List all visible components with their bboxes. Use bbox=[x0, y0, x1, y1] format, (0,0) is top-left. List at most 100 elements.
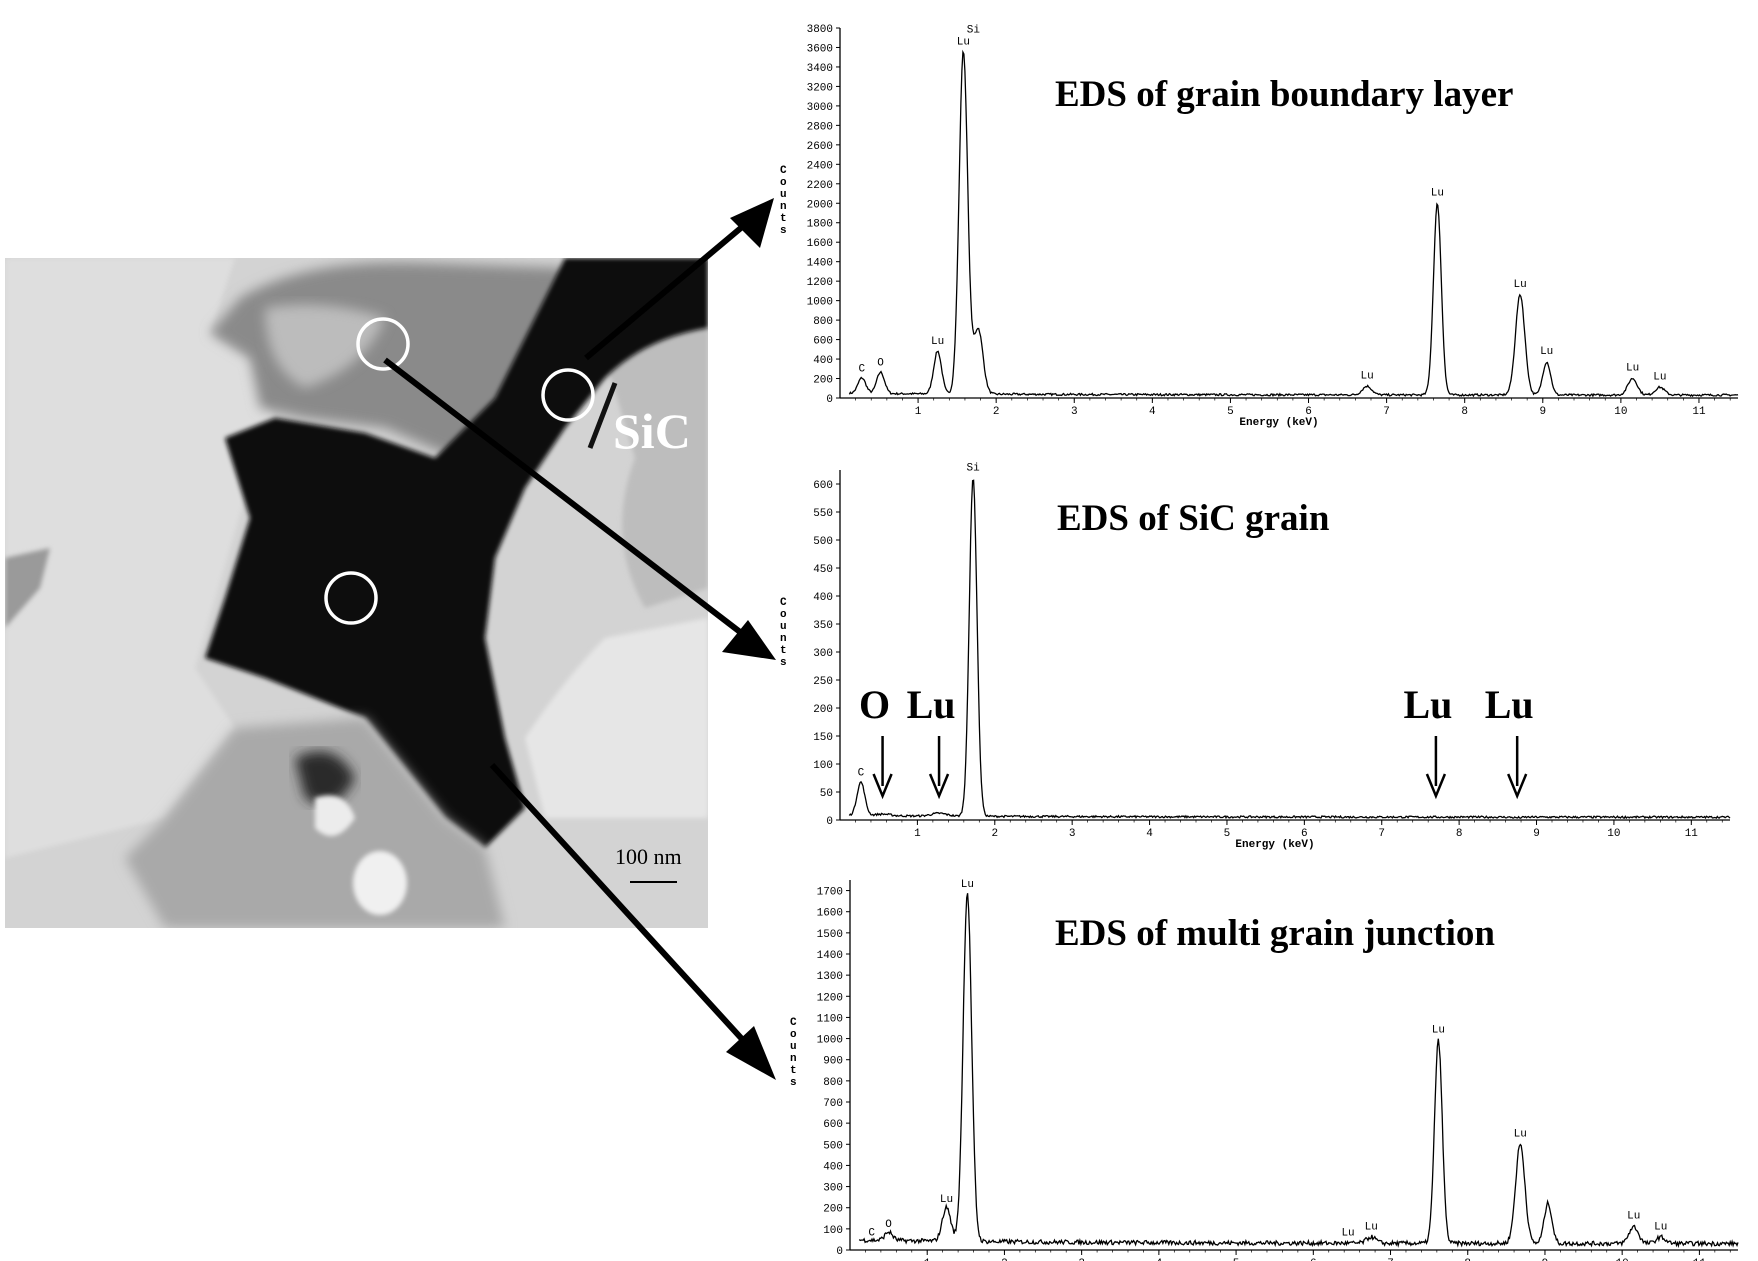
y-tick-label: 1600 bbox=[807, 238, 833, 250]
dark-grain-boundary bbox=[205, 258, 708, 848]
lower-grain-highlight bbox=[315, 795, 355, 836]
boundary-marker-line bbox=[587, 382, 618, 449]
x-tick-label: 8 bbox=[1456, 828, 1463, 840]
x-tick-label: 5 bbox=[1227, 406, 1234, 418]
y-tick-label: 2400 bbox=[807, 160, 833, 172]
y-tick-label: 200 bbox=[813, 704, 833, 716]
y-tick-label: 450 bbox=[813, 564, 833, 576]
peak-label: C bbox=[859, 364, 866, 376]
annotation-arrow-head bbox=[872, 773, 893, 800]
x-tick-label: 3 bbox=[1069, 828, 1076, 840]
y-tick-label: 1400 bbox=[807, 258, 833, 270]
x-tick-label: 6 bbox=[1310, 1258, 1317, 1261]
y-tick-label: 1700 bbox=[817, 887, 843, 899]
peak-label: Lu bbox=[961, 879, 974, 891]
peak-label: Lu bbox=[931, 336, 944, 348]
arrow-head-sic bbox=[722, 620, 776, 660]
x-tick-label: 4 bbox=[1146, 828, 1153, 840]
peak-label: Lu bbox=[1514, 1128, 1527, 1140]
x-tick-label: 7 bbox=[1378, 828, 1385, 840]
y-tick-label: 900 bbox=[823, 1056, 843, 1068]
peak-label: Lu bbox=[1432, 1025, 1445, 1037]
chart-sic-grain: 0 50 100 150 200 250 300 350 400 450 500 550 600 1 2 3 4… bbox=[780, 462, 1731, 851]
x-tick-label: 6 bbox=[1305, 406, 1312, 418]
x-tick-label: 3 bbox=[1071, 406, 1078, 418]
x-tick-label: 8 bbox=[1464, 1258, 1471, 1261]
arrow-to-boundary-spectrum bbox=[584, 219, 750, 361]
y-tick-label: 800 bbox=[823, 1077, 843, 1089]
element-annotation: O bbox=[859, 682, 890, 727]
y-tick-label: 2000 bbox=[807, 199, 833, 211]
probe-circle-boundary bbox=[356, 317, 410, 371]
arrow-to-junction-spectrum bbox=[489, 762, 755, 1053]
x-tick-label: 5 bbox=[1233, 1258, 1240, 1261]
element-annotation: Lu bbox=[907, 682, 956, 727]
peak-label: O bbox=[885, 1219, 892, 1231]
y-tick-label: 1100 bbox=[817, 1013, 843, 1025]
y-tick-label: 3800 bbox=[807, 24, 833, 36]
x-tick-label: 8 bbox=[1461, 406, 1468, 418]
peak-label: Lu bbox=[1514, 279, 1527, 291]
x-axis-label: Energy (keV) bbox=[1239, 417, 1318, 429]
y-tick-label: 2200 bbox=[807, 180, 833, 192]
peak-label: Lu bbox=[1341, 1228, 1354, 1240]
peak-label: O bbox=[877, 358, 884, 370]
peak-label: Lu bbox=[940, 1194, 953, 1206]
y-tick-label: 1600 bbox=[817, 908, 843, 920]
y-tick-label: 1300 bbox=[817, 971, 843, 983]
x-tick-label: 7 bbox=[1383, 406, 1390, 418]
peak-label: Lu bbox=[1365, 1221, 1378, 1233]
chart-grain-boundary: 0 200 400 600 800 1000 1200 1400 1600 1800 2000 220… bbox=[780, 24, 1739, 429]
y-tick-label: 2600 bbox=[807, 141, 833, 153]
tem-micrograph: SiC 100 nm bbox=[5, 258, 708, 928]
spectrum-line bbox=[848, 479, 1731, 820]
x-tick-label: 10 bbox=[1607, 828, 1620, 840]
arrow-to-sic-spectrum bbox=[383, 357, 746, 638]
peak-label: Lu bbox=[1431, 187, 1444, 199]
x-tick-label: 7 bbox=[1387, 1258, 1394, 1261]
peak-label: Lu bbox=[1360, 370, 1373, 382]
x-tick-label: 4 bbox=[1156, 1258, 1163, 1261]
y-tick-label: 100 bbox=[823, 1225, 843, 1237]
right-upper-grain bbox=[605, 326, 708, 608]
small-grain-left bbox=[5, 548, 50, 628]
y-tick-label: 400 bbox=[823, 1161, 843, 1173]
y-tick-label: 50 bbox=[820, 788, 833, 800]
x-tick-label: 1 bbox=[914, 828, 921, 840]
y-tick-label: 600 bbox=[823, 1119, 843, 1131]
x-tick-label: 11 bbox=[1685, 828, 1699, 840]
y-tick-label: 1400 bbox=[817, 950, 843, 962]
peak-label: Lu bbox=[1626, 363, 1639, 375]
chart-multi-grain-junction: 0 100 200 300 400 500 600 700 800 900 1000 1100 1200… bbox=[790, 879, 1739, 1261]
element-annotation: Lu bbox=[1403, 682, 1452, 727]
y-tick-label: 200 bbox=[823, 1204, 843, 1216]
y-tick-label: 600 bbox=[813, 480, 833, 492]
annotation-arrow-head bbox=[1425, 773, 1447, 800]
y-tick-label: 500 bbox=[813, 536, 833, 548]
chart-title: EDS of SiC grain bbox=[1057, 498, 1330, 539]
y-tick-label: 700 bbox=[823, 1098, 843, 1110]
y-tick-label: 600 bbox=[813, 336, 833, 348]
y-tick-label: 0 bbox=[826, 394, 833, 406]
y-tick-label: 550 bbox=[813, 508, 833, 520]
sic-label: SiC bbox=[613, 403, 691, 459]
y-tick-label: 1000 bbox=[817, 1035, 843, 1047]
x-tick-label: 10 bbox=[1614, 406, 1627, 418]
pointer-arrows bbox=[383, 198, 776, 1080]
y-tick-label: 350 bbox=[813, 620, 833, 632]
y-tick-label: 1500 bbox=[817, 929, 843, 941]
x-tick-label: 2 bbox=[1001, 1258, 1008, 1261]
peak-label: Lu bbox=[1654, 1221, 1667, 1233]
annotation-arrow-head bbox=[928, 773, 950, 800]
y-tick-label: 1800 bbox=[807, 219, 833, 231]
y-tick-label: 0 bbox=[836, 1246, 843, 1258]
y-tick-label: 300 bbox=[823, 1183, 843, 1195]
y-tick-label: 3600 bbox=[807, 43, 833, 55]
x-tick-label: 11 bbox=[1692, 406, 1706, 418]
chart-title: EDS of multi grain junction bbox=[1055, 913, 1495, 954]
y-tick-label: 3200 bbox=[807, 82, 833, 94]
